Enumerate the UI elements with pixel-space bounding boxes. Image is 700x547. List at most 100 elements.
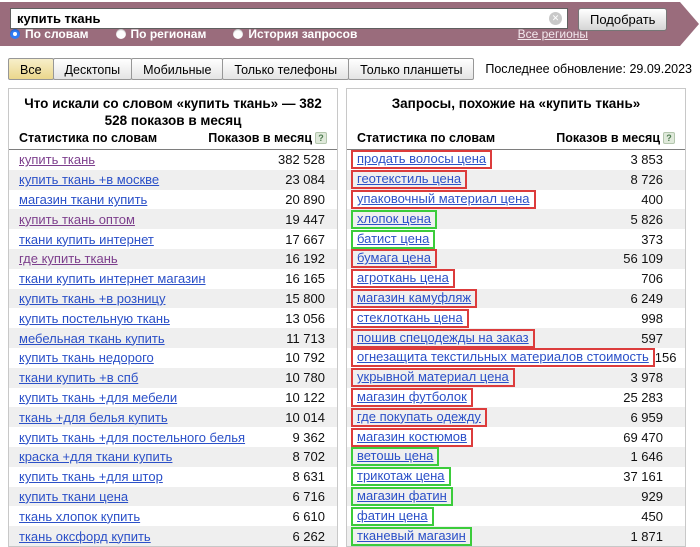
keyword-link[interactable]: купить ткань оптом bbox=[19, 211, 135, 227]
all-regions-link[interactable]: Все регионы bbox=[517, 27, 588, 41]
keyword-link[interactable]: купить ткань bbox=[19, 152, 96, 168]
help-icon[interactable]: ? bbox=[663, 132, 675, 144]
keyword-link[interactable]: купить ткань +для штор bbox=[19, 469, 163, 485]
clear-icon[interactable]: ✕ bbox=[549, 12, 562, 25]
red-highlight-box: бумага цена bbox=[351, 249, 437, 269]
impressions-value: 8 631 bbox=[292, 469, 325, 485]
keyword-link[interactable]: магазин костюмов bbox=[357, 428, 467, 444]
impressions-value: 373 bbox=[641, 231, 663, 247]
last-update-text: Последнее обновление: 29.09.2023 bbox=[485, 62, 692, 76]
keyword-link[interactable]: батист цена bbox=[357, 230, 430, 246]
table-row: где купить ткань 16 192 bbox=[9, 248, 337, 269]
impressions-value: 706 bbox=[641, 271, 663, 287]
red-highlight-box: стеклоткань цена bbox=[351, 308, 469, 328]
keyword-link[interactable]: мебельная ткань купить bbox=[19, 330, 165, 346]
table-row: магазин камуфляж 6 249 bbox=[347, 288, 685, 309]
keyword-link[interactable]: где покупать одежду bbox=[357, 408, 481, 424]
keyword-link[interactable]: трикотаж цена bbox=[357, 468, 445, 484]
red-highlight-box: огнезащита текстильных материалов стоимо… bbox=[351, 348, 655, 368]
red-highlight-box: магазин футболок bbox=[351, 387, 473, 407]
search-field-wrap: ✕ bbox=[10, 8, 568, 29]
keyword-link[interactable]: купить ткань недорого bbox=[19, 350, 154, 366]
keyword-link[interactable]: купить ткань +в москве bbox=[19, 172, 160, 188]
radio-query-history[interactable]: История запросов bbox=[233, 27, 357, 41]
impressions-value: 6 262 bbox=[292, 528, 325, 544]
keyword-link[interactable]: огнезащита текстильных материалов стоимо… bbox=[357, 349, 649, 365]
table-row: ткань хлопок купить 6 610 bbox=[9, 506, 337, 526]
radio-label: История запросов bbox=[248, 27, 358, 41]
search-banner: ✕ Подобрать По словам По регионам Истори… bbox=[0, 2, 699, 46]
keyword-link[interactable]: купить ткани цена bbox=[19, 488, 129, 504]
impressions-value: 17 667 bbox=[285, 231, 325, 247]
tab-phones-only[interactable]: Только телефоны bbox=[222, 58, 350, 80]
keyword-link[interactable]: где купить ткань bbox=[19, 251, 118, 267]
keyword-link[interactable]: тканевый магазин bbox=[357, 527, 466, 543]
tab-all[interactable]: Все bbox=[8, 58, 54, 80]
keyword-link[interactable]: ветошь цена bbox=[357, 448, 434, 464]
keyword-link[interactable]: купить ткань +для постельного белья bbox=[19, 429, 246, 445]
green-highlight-box: тканевый магазин bbox=[351, 526, 472, 546]
keyword-link[interactable]: магазин камуфляж bbox=[357, 289, 472, 305]
tab-desktops[interactable]: Десктопы bbox=[52, 58, 133, 80]
keyword-link[interactable]: магазин фатин bbox=[357, 487, 447, 503]
keyword-link[interactable]: краска +для ткани купить bbox=[19, 449, 173, 465]
keyword-link[interactable]: ткань хлопок купить bbox=[19, 508, 141, 524]
green-highlight-box: магазин фатин bbox=[351, 486, 453, 506]
keyword-link[interactable]: купить ткань +в розницу bbox=[19, 290, 166, 306]
keyword-link[interactable]: хлопок цена bbox=[357, 210, 431, 226]
keyword-link[interactable]: ткань +для белья купить bbox=[19, 409, 168, 425]
search-input[interactable] bbox=[11, 11, 549, 26]
table-row: батист цена 373 bbox=[347, 229, 685, 249]
table-row: ткань оксфорд купить 6 262 bbox=[9, 526, 337, 546]
table-row: магазин костюмов 69 470 bbox=[347, 427, 685, 447]
keyword-link[interactable]: стеклоткань цена bbox=[357, 309, 463, 325]
impressions-value: 10 792 bbox=[285, 350, 325, 366]
keyword-link[interactable]: укрывной материал цена bbox=[357, 369, 509, 385]
keyword-link[interactable]: ткань оксфорд купить bbox=[19, 528, 151, 544]
keyword-link[interactable]: ткани купить +в спб bbox=[19, 370, 139, 386]
impressions-value: 6 959 bbox=[630, 409, 663, 425]
table-row: купить ткань +для постельного белья 9 362 bbox=[9, 427, 337, 447]
keyword-link[interactable]: продать волосы цена bbox=[357, 151, 487, 167]
keyword-link[interactable]: купить постельную ткань bbox=[19, 310, 170, 326]
impressions-value: 10 122 bbox=[285, 389, 325, 405]
keyword-link[interactable]: упаковочный материал цена bbox=[357, 190, 530, 206]
impressions-value: 11 713 bbox=[286, 330, 325, 346]
results-area: Что искали со словом «купить ткань» — 38… bbox=[8, 88, 700, 547]
table-row: купить ткань +в москве 23 084 bbox=[9, 169, 337, 190]
help-icon[interactable]: ? bbox=[315, 132, 327, 144]
tab-mobile[interactable]: Мобильные bbox=[131, 58, 224, 80]
impressions-value: 20 890 bbox=[285, 191, 325, 207]
keyword-link[interactable]: магазин футболок bbox=[357, 388, 467, 404]
keyword-link[interactable]: геотекстиль цена bbox=[357, 171, 462, 187]
table-row: купить ткань +для штор 8 631 bbox=[9, 467, 337, 487]
search-mode-group: По словам По регионам История запросов bbox=[10, 27, 357, 41]
keyword-link[interactable]: купить ткань +для мебели bbox=[19, 389, 178, 405]
left-table-header: Статистика по словам Показов в месяц? bbox=[9, 132, 337, 150]
table-row: ткани купить +в спб 10 780 bbox=[9, 367, 337, 388]
col-keyword-label: Статистика по словам bbox=[357, 131, 496, 145]
submit-button[interactable]: Подобрать bbox=[578, 8, 668, 31]
impressions-value: 597 bbox=[641, 330, 663, 346]
keyword-link[interactable]: бумага цена bbox=[357, 250, 431, 266]
table-row: трикотаж цена 37 161 bbox=[347, 467, 685, 487]
keyword-link[interactable]: магазин ткани купить bbox=[19, 191, 148, 207]
keyword-link[interactable]: ткани купить интернет bbox=[19, 231, 154, 247]
impressions-value: 10 780 bbox=[285, 370, 325, 386]
keyword-link[interactable]: агроткань цена bbox=[357, 270, 449, 286]
radio-by-regions[interactable]: По регионам bbox=[115, 27, 206, 41]
keyword-link[interactable]: ткани купить интернет магазин bbox=[19, 271, 206, 287]
radio-by-words[interactable]: По словам bbox=[10, 27, 89, 41]
impressions-value: 929 bbox=[641, 488, 663, 504]
table-row: магазин фатин 929 bbox=[347, 486, 685, 507]
keyword-link[interactable]: фатин цена bbox=[357, 507, 428, 523]
impressions-value: 382 528 bbox=[278, 152, 325, 168]
tab-tablets-only[interactable]: Только планшеты bbox=[348, 58, 475, 80]
impressions-value: 156 bbox=[654, 350, 677, 366]
table-row: фатин цена 450 bbox=[347, 506, 685, 526]
col-value-label: Показов в месяц? bbox=[208, 132, 327, 145]
keyword-link[interactable]: пошив спецодежды на заказ bbox=[357, 329, 529, 345]
impressions-value: 16 165 bbox=[285, 271, 325, 287]
left-panel-title: Что искали со словом «купить ткань» — 38… bbox=[24, 96, 322, 128]
table-row: купить ткань 382 528 bbox=[9, 150, 337, 170]
